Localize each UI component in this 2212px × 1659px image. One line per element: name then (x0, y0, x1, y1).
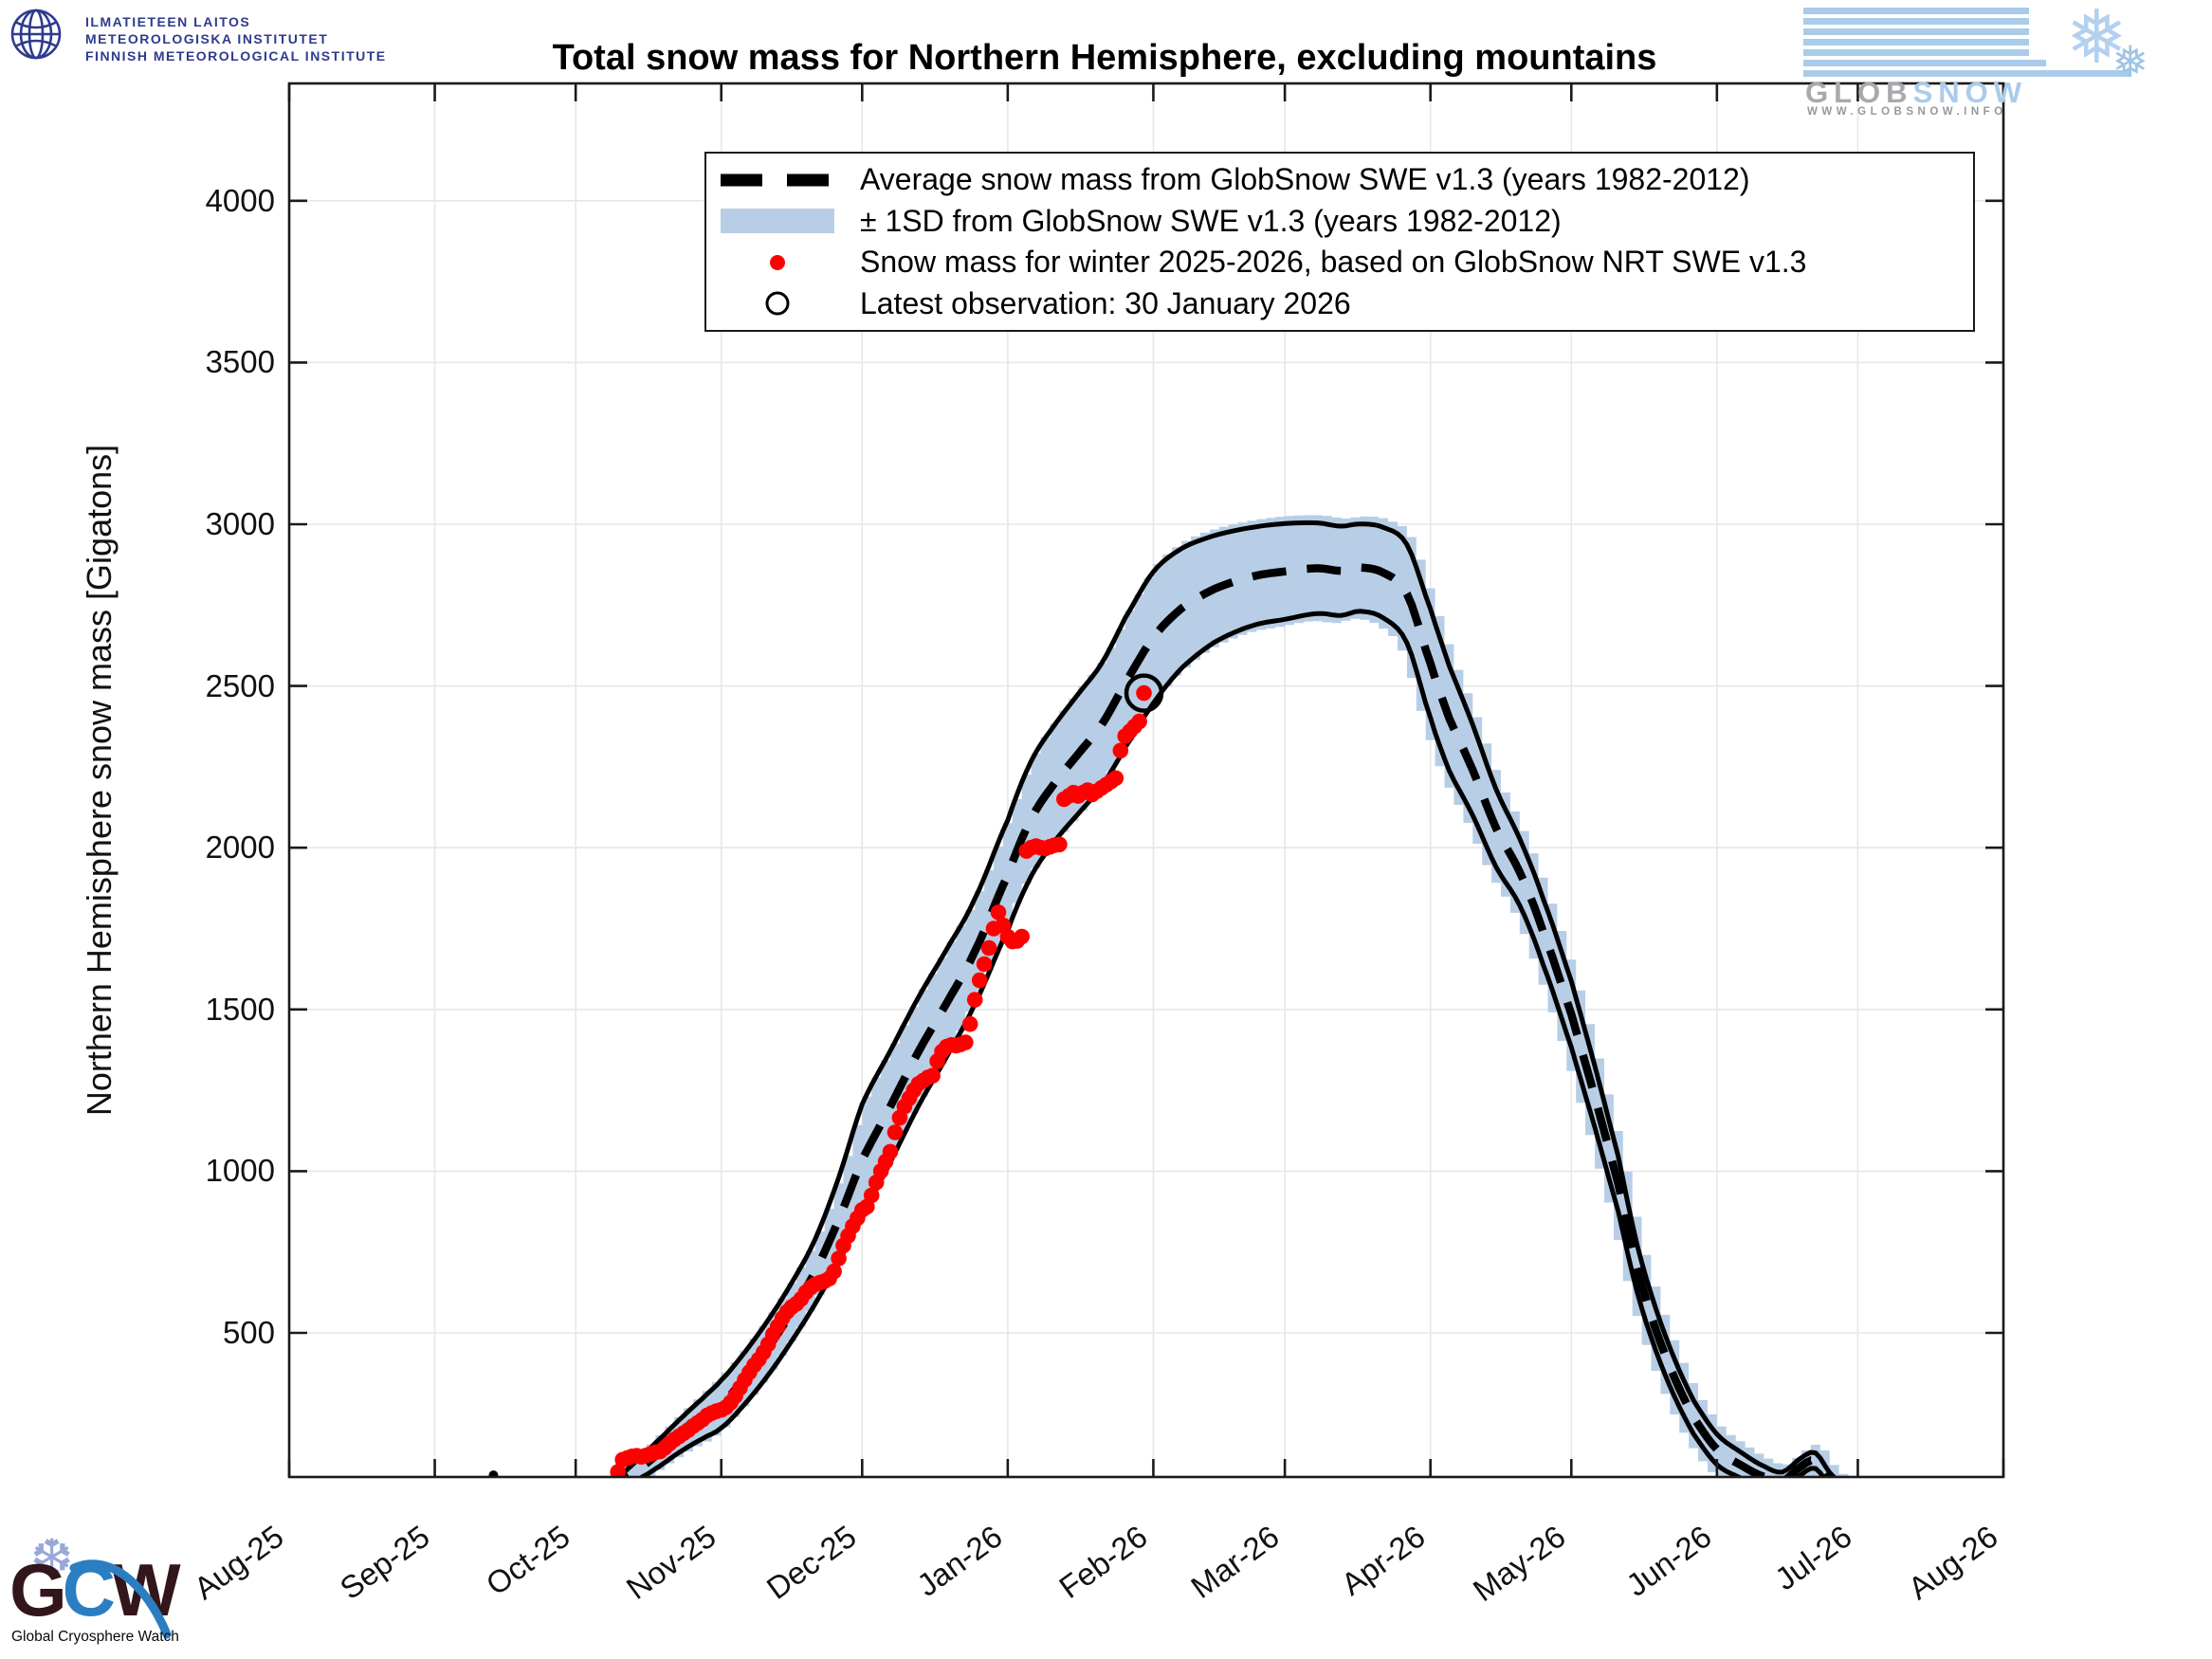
open-circle-swatch (706, 288, 849, 319)
globsnow-logo: ❅ ❅ GLOBSNOW WWW.GLOBSNOW.INFO (1803, 0, 2148, 119)
legend-item-sd-band: ± 1SD from GlobSnow SWE v1.3 (years 1982… (706, 201, 1973, 243)
y-axis-label: Northern Hemisphere snow mass [Gigatons] (80, 444, 119, 1117)
sd-band-upper-edge (614, 520, 1837, 1477)
fmi-institute-name: ILMATIETEEN LAITOS METEOROLOGISKA INSTIT… (85, 13, 387, 64)
fmi-name-sv: METEOROLOGISKA INSTITUTET (85, 31, 329, 46)
observation-dot (1131, 713, 1147, 730)
legend-label: Latest observation: 30 January 2026 (860, 285, 1351, 320)
chart-title: Total snow mass for Northern Hemisphere,… (552, 38, 1657, 78)
gcw-logo: ❆ GCW Global Cryosphere Watch (8, 1528, 188, 1651)
y-tick-label: 3000 (205, 506, 275, 541)
observation-dot (882, 1143, 899, 1160)
observation-dot (961, 1015, 978, 1032)
observation-dot (990, 904, 1007, 921)
y-tick-label: 1500 (205, 991, 275, 1027)
legend-item-latest-obs: Latest observation: 30 January 2026 (706, 283, 1973, 325)
red-dot-swatch (706, 251, 849, 274)
gcw-caption: Global Cryosphere Watch (11, 1629, 179, 1645)
observation-dot (971, 972, 988, 989)
y-tick-label: 3500 (205, 344, 275, 380)
observation-dot (606, 1481, 622, 1497)
legend-item-winter-obs: Snow mass for winter 2025-2026, based on… (706, 242, 1973, 283)
observation-dot (966, 992, 983, 1008)
gcw-wordmark: GCW (9, 1548, 181, 1632)
observation-dot (958, 1034, 974, 1050)
dashed-line-swatch (706, 173, 849, 187)
fmi-name-en: FINNISH METEOROLOGICAL INSTITUTE (85, 48, 387, 64)
observation-dot (1107, 770, 1124, 787)
y-tick-label: 2500 (205, 667, 275, 703)
globsnow-wordmark: GLOBSNOW (1805, 76, 2027, 109)
observation-dot (980, 939, 997, 957)
band-swatch (706, 207, 849, 235)
observation-dot (826, 1263, 842, 1280)
legend-item-average: Average snow mass from GlobSnow SWE v1.3… (706, 159, 1973, 201)
observation-dot (976, 956, 993, 973)
sd-band-lower-edge (637, 609, 1826, 1477)
y-tick-label: 500 (222, 1315, 275, 1350)
legend-label: Average snow mass from GlobSnow SWE v1.3… (860, 162, 1750, 197)
y-tick-label: 2000 (205, 830, 275, 866)
globsnow-url: WWW.GLOBSNOW.INFO (1807, 106, 2007, 118)
latest-observation-marker (1124, 673, 1164, 713)
observation-dot (1112, 742, 1129, 759)
globsnow-stripes (1803, 8, 2145, 77)
gcw-snowflake-icon: ❆ (30, 1530, 74, 1587)
legend-label: Snow mass for winter 2025-2026, based on… (860, 245, 1807, 280)
early-season-point (488, 1470, 499, 1477)
observation-dot (1051, 836, 1068, 853)
fmi-name-fi: ILMATIETEEN LAITOS (85, 14, 251, 29)
fmi-globe-icon (9, 8, 63, 65)
observation-dot (863, 1187, 880, 1204)
fmi-logo: ILMATIETEEN LAITOS METEOROLOGISKA INSTIT… (9, 8, 387, 65)
gcw-swoosh-icon (69, 1559, 172, 1639)
observation-dot (924, 1067, 941, 1084)
observation-dot (1136, 684, 1152, 702)
plot-border (287, 82, 2005, 1479)
snowflake-icon: ❅ (2111, 37, 2148, 86)
observation-dot (1014, 928, 1030, 945)
observation-dot (831, 1250, 847, 1267)
legend-label: ± 1SD from GlobSnow SWE v1.3 (years 1982… (860, 203, 1562, 238)
y-tick-label: 4000 (205, 182, 275, 218)
snowflake-icon: ❅ (2065, 0, 2128, 79)
y-tick-label: 1000 (205, 1153, 275, 1189)
legend: Average snow mass from GlobSnow SWE v1.3… (704, 152, 1975, 332)
observation-dot (887, 1124, 904, 1140)
